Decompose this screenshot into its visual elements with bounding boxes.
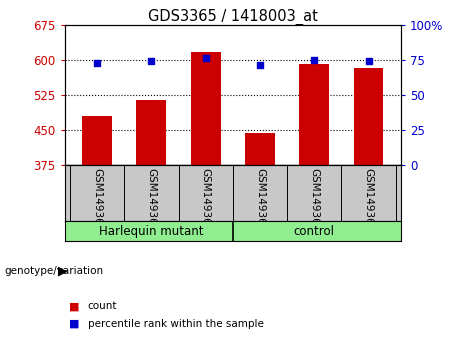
Point: [94, 60, 101, 65]
Text: ■: ■: [69, 319, 80, 329]
Text: control: control: [294, 225, 335, 238]
Point: [202, 56, 209, 61]
Text: ■: ■: [69, 301, 80, 311]
Bar: [191, 52, 221, 165]
Text: percentile rank within the sample: percentile rank within the sample: [88, 319, 264, 329]
Text: GSM149362: GSM149362: [201, 168, 211, 231]
Bar: [299, 64, 329, 165]
Bar: [136, 99, 166, 165]
Bar: [354, 68, 384, 165]
Text: GSM149365: GSM149365: [364, 168, 373, 231]
Text: Harlequin mutant: Harlequin mutant: [99, 225, 204, 238]
Text: genotype/variation: genotype/variation: [5, 266, 104, 276]
Point: [365, 58, 372, 64]
Text: GSM149363: GSM149363: [255, 168, 265, 231]
Point: [311, 57, 318, 63]
Text: GSM149361: GSM149361: [147, 168, 156, 231]
Bar: [82, 116, 112, 165]
Text: count: count: [88, 301, 117, 311]
Bar: [245, 133, 275, 165]
Point: [256, 63, 264, 68]
Text: GSM149364: GSM149364: [309, 168, 319, 231]
Text: ▶: ▶: [58, 264, 67, 277]
Text: GSM149360: GSM149360: [92, 168, 102, 231]
Title: GDS3365 / 1418003_at: GDS3365 / 1418003_at: [148, 8, 318, 25]
Point: [148, 58, 155, 64]
